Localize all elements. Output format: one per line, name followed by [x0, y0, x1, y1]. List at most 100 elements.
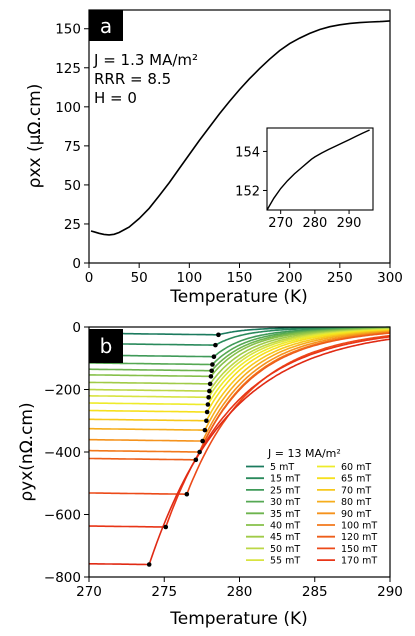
legend-label: 35 mT: [270, 509, 300, 520]
hall-curve: [89, 329, 391, 413]
hall-curve: [89, 332, 391, 461]
hall-curve: [89, 338, 391, 566]
panel-a-letter: a: [100, 14, 112, 38]
panel-b-xtick-label: 290: [377, 584, 403, 600]
legend-label: 80 mT: [341, 497, 371, 508]
panel-a-resistivity-curve: [90, 20, 391, 236]
panel-a-ytick-label: 100: [55, 100, 81, 116]
panel-a: 0 50 100 150 200 250 300 0 25 50 75 100 125 150 a J =…: [25, 9, 403, 307]
transition-point: [197, 449, 202, 455]
transition-point: [216, 332, 221, 338]
legend-label: 70 mT: [341, 485, 371, 496]
transition-point: [204, 409, 210, 415]
annotation-rrr: RRR = 8.5: [94, 70, 171, 88]
panel-a-ytick-label: 150: [55, 22, 81, 38]
transition-point: [204, 418, 209, 424]
legend-label: 5 mT: [270, 462, 294, 473]
panel-a-xtick-label: 200: [277, 270, 303, 286]
panel-b-xtick-label: 270: [76, 584, 102, 600]
legend-label: 60 mT: [341, 462, 371, 473]
panel-b-transition-points: [146, 332, 221, 567]
panel-b-ytick-label: −200: [44, 383, 81, 399]
panel-b-letter: b: [100, 334, 113, 358]
legend-label: 15 mT: [270, 474, 300, 485]
hall-curve: [89, 330, 390, 422]
legend-label: 90 mT: [341, 509, 371, 520]
legend-label: 65 mT: [341, 474, 371, 485]
panel-a-xtick-label: 50: [131, 270, 148, 286]
inset-resistivity-curve: [266, 129, 370, 211]
inset-axes: 270 280 290 152 154: [235, 145, 361, 231]
panel-a-xtick-label: 100: [176, 270, 202, 286]
panel-b-xtick-label: 280: [227, 584, 253, 600]
transition-point: [208, 374, 214, 379]
panel-a-xtick-label: 0: [85, 270, 94, 286]
hall-curve: [89, 334, 391, 495]
panel-a-inset: 270 280 290 152 154: [235, 127, 374, 231]
inset-ytick-label: 154: [235, 145, 260, 160]
panel-a-ytick-label: 125: [55, 61, 81, 77]
transition-point: [200, 438, 205, 444]
panel-b-hall-curves: [88, 326, 391, 566]
panel-a-axes: 0 50 100 150 200 250 300 0 25 50 75 100 125 150: [55, 22, 403, 286]
transition-point: [209, 368, 214, 374]
legend-label: 170 mT: [341, 556, 377, 567]
panel-b: 270 275 280 285 290 0 −200 −400 −600 −800 b Tempe…: [17, 320, 403, 629]
transition-point: [213, 342, 218, 348]
annotation-field: H = 0: [94, 89, 137, 107]
inset-ytick-label: 152: [235, 184, 260, 199]
inset-frame: [266, 127, 374, 211]
panel-b-ytick-label: −600: [44, 508, 81, 524]
transition-point: [207, 381, 213, 387]
legend-label: 120 mT: [341, 532, 377, 543]
inset-xtick-label: 270: [268, 216, 293, 231]
transition-point: [205, 402, 211, 407]
panel-a-ytick-label: 0: [72, 256, 81, 272]
transition-point: [184, 491, 190, 497]
transition-point: [210, 362, 215, 367]
hall-curve: [89, 330, 391, 431]
inset-xtick-label: 280: [302, 216, 327, 231]
legend-label: 40 mT: [270, 521, 300, 532]
legend-label: 55 mT: [270, 556, 300, 567]
annotation-current: J = 1.3 MA/m²: [93, 51, 198, 69]
panel-b-axes: 270 275 280 285 290 0 −200 −400 −600 −800: [44, 320, 403, 600]
legend-label: 50 mT: [270, 544, 300, 555]
panel-a-xtick-label: 300: [377, 270, 403, 286]
legend-label: 45 mT: [270, 532, 300, 543]
panel-a-letter-box: [89, 10, 123, 41]
legend-label: 100 mT: [341, 521, 377, 532]
transition-point: [193, 457, 199, 463]
panel-b-xlabel: Temperature (K): [169, 609, 308, 629]
hall-curve: [88, 336, 391, 528]
transition-point: [146, 562, 152, 567]
legend-label: 150 mT: [341, 544, 377, 555]
legend-label: 25 mT: [270, 485, 300, 496]
hall-curve: [88, 331, 391, 442]
panel-b-ytick-label: −800: [44, 570, 81, 586]
transition-point: [163, 524, 169, 530]
panel-b-xtick-label: 285: [302, 584, 328, 600]
panel-a-xtick-label: 250: [327, 270, 353, 286]
panel-a-xtick-label: 150: [227, 270, 253, 286]
legend-title: J = 13 MA/m²: [267, 447, 341, 460]
panel-a-ylabel: ρxx (μΩ.cm): [25, 84, 45, 189]
hall-curve: [89, 329, 391, 406]
panel-a-xlabel: Temperature (K): [169, 287, 308, 307]
panel-b-letter-box: [89, 329, 123, 363]
panel-b-ytick-label: −400: [44, 445, 81, 461]
transition-point: [207, 388, 212, 394]
transition-point: [211, 354, 217, 359]
panel-a-ytick-label: 25: [64, 217, 81, 233]
panel-a-ytick-label: 75: [64, 139, 81, 155]
panel-a-ytick-label: 50: [64, 178, 81, 194]
transition-point: [206, 395, 211, 400]
inset-xtick-label: 290: [337, 216, 362, 231]
legend-label: 30 mT: [270, 497, 300, 508]
transition-point: [202, 427, 208, 433]
panel-b-ylabel: ρyx(nΩ.cm): [17, 402, 37, 501]
panel-b-ytick-label: 0: [72, 320, 81, 336]
panel-b-xtick-label: 275: [151, 584, 177, 600]
